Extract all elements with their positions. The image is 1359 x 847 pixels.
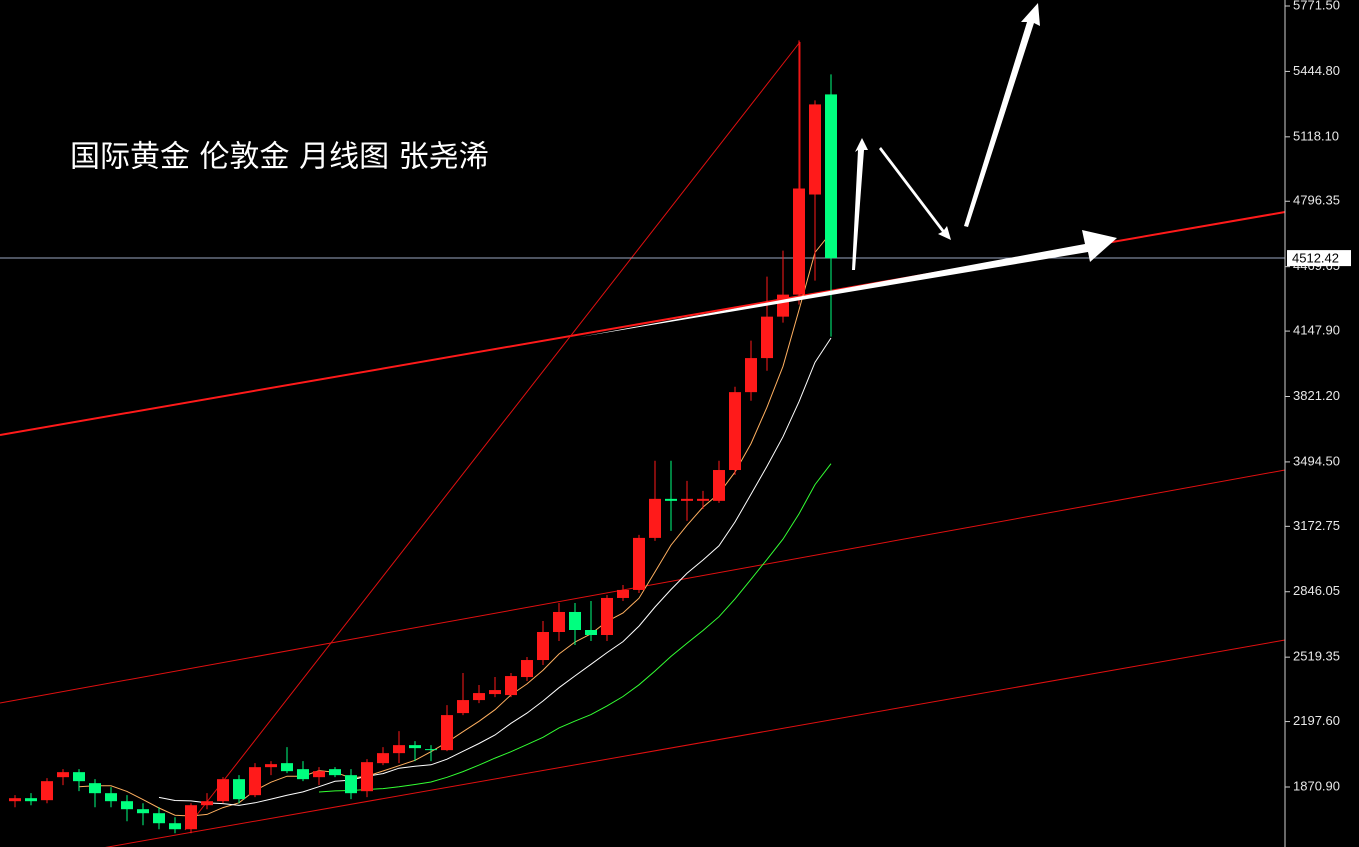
candle-body	[393, 745, 405, 754]
y-tick-label: 4147.90	[1293, 323, 1340, 338]
chart-title: 国际黄金 伦敦金 月线图 张尧浠	[70, 140, 489, 175]
y-tick-label: 5771.50	[1293, 0, 1340, 12]
candle-body	[185, 805, 197, 830]
candle-body	[329, 769, 341, 776]
candle-body	[777, 294, 789, 317]
candle-body	[57, 772, 69, 778]
moving-average	[318, 463, 832, 793]
candle-body	[665, 498, 677, 501]
y-tick-label: 3494.50	[1293, 453, 1340, 468]
candle-body	[713, 470, 725, 501]
candle-body	[25, 798, 37, 802]
candle-body	[249, 767, 261, 796]
candle-body	[553, 611, 565, 633]
candle-body	[137, 809, 149, 814]
candle-body	[809, 104, 821, 195]
y-tick-label: 5118.10	[1293, 128, 1339, 143]
price-label: 4512.42	[1292, 251, 1339, 266]
candle-body	[489, 690, 501, 695]
candle-body	[825, 94, 837, 259]
arrow	[879, 147, 951, 240]
candle-body	[569, 611, 581, 630]
candle-body	[697, 498, 709, 501]
arrows	[580, 3, 1117, 337]
candle-body	[681, 498, 693, 501]
candle-body	[585, 629, 597, 636]
trend-line	[184, 41, 801, 831]
candle-body	[441, 715, 453, 751]
price-box	[1287, 250, 1351, 267]
y-tick-label: 2519.35	[1293, 649, 1340, 664]
y-tick-label: 2846.05	[1293, 583, 1340, 598]
moving-averages	[78, 232, 832, 817]
y-tick-label: 4796.35	[1293, 193, 1340, 208]
candle-body	[201, 801, 213, 806]
y-tick-label: 5444.80	[1293, 63, 1340, 78]
candle-body	[105, 793, 117, 802]
candle-body	[121, 801, 133, 810]
candle-body	[425, 749, 437, 751]
candle-body	[297, 769, 309, 780]
candle-body	[473, 693, 485, 701]
candle-body	[761, 316, 773, 359]
candle-body	[377, 753, 389, 764]
candle-body	[729, 392, 741, 471]
candle-body	[793, 188, 805, 295]
candles	[9, 40, 837, 834]
candle-body	[521, 660, 533, 678]
trend-line	[105, 639, 1286, 847]
candle-body	[409, 745, 421, 749]
candle-body	[281, 763, 293, 772]
y-tick-label: 3172.75	[1293, 518, 1340, 533]
candle-body	[233, 779, 245, 800]
candle-body	[601, 597, 613, 636]
candle-body	[89, 783, 101, 794]
candle-body	[153, 813, 165, 824]
moving-average	[78, 232, 832, 817]
y-axis-labels: 5771.505444.805118.104796.354469.654147.…	[1285, 0, 1351, 793]
candle-body	[313, 771, 325, 778]
y-tick-label: 1870.90	[1293, 778, 1340, 793]
candle-body	[457, 700, 469, 714]
candle-body	[345, 775, 357, 794]
candle-body	[217, 779, 229, 802]
y-tick-label: 3821.20	[1293, 388, 1340, 403]
candle-body	[537, 632, 549, 661]
candle-body	[617, 589, 629, 598]
candle-body	[745, 358, 757, 393]
candle-body	[9, 798, 21, 802]
candle-body	[361, 762, 373, 792]
arrow	[852, 138, 868, 270]
candle-body	[505, 676, 517, 696]
y-tick-label: 2197.60	[1293, 713, 1340, 728]
candle-body	[41, 781, 53, 801]
candle-body	[633, 537, 645, 590]
moving-average	[158, 337, 832, 806]
candle-body	[265, 764, 277, 768]
candle-body	[169, 823, 181, 830]
candle-body	[73, 772, 85, 782]
arrow	[964, 3, 1040, 227]
candle-body	[649, 498, 661, 538]
